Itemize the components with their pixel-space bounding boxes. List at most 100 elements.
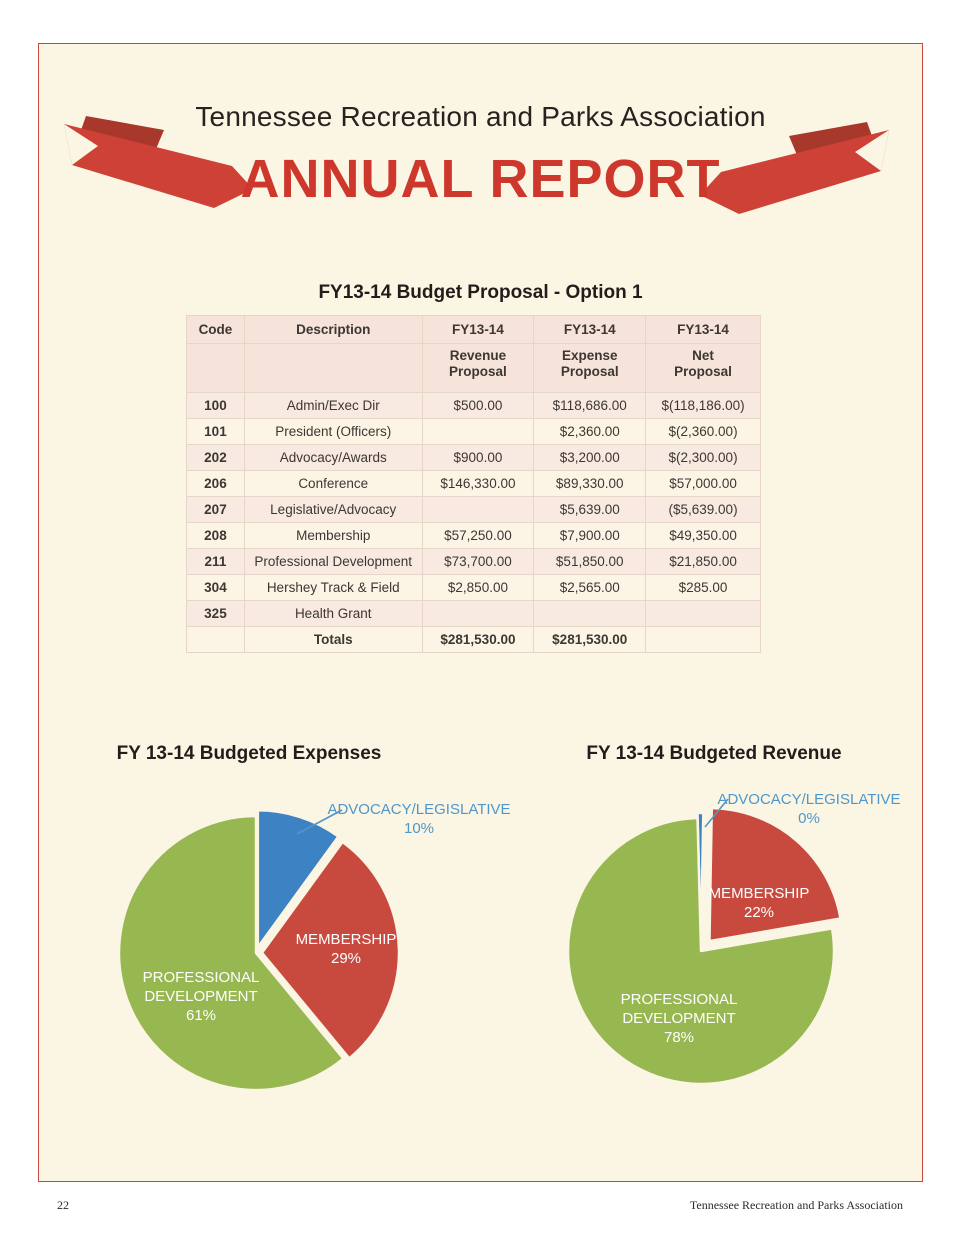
table-cell: 304: [186, 574, 245, 601]
table-cell: Health Grant: [243, 600, 423, 627]
table-cell: [186, 626, 245, 653]
table-cell: [421, 418, 535, 445]
table-cell: $2,850.00: [421, 574, 535, 601]
table-cell: $2,565.00: [533, 574, 647, 601]
report-title: ANNUAL REPORT: [240, 149, 721, 209]
table-row: 325 Health Grant: [186, 600, 761, 627]
table-row: 101 President (Officers) $2,360.00 $(2,360.…: [186, 418, 761, 445]
expenses-profdev-label: PROFESSIONAL DEVELOPMENT 61%: [131, 968, 271, 1025]
table-cell: 207: [186, 496, 245, 523]
table-cell: $146,330.00: [421, 470, 535, 497]
table-row: 100 Admin/Exec Dir $500.00 $118,686.00 $(118…: [186, 392, 761, 419]
table-cell: Totals: [243, 626, 423, 653]
revenue-membership-label: MEMBERSHIP 22%: [689, 884, 829, 922]
table-header-cell: Revenue Proposal: [421, 343, 535, 393]
budget-table-head: Code Description FY13-14 FY13-14 FY13-14 Reve…: [186, 315, 761, 393]
table-cell: $57,000.00: [645, 470, 761, 497]
table-header-cell: FY13-14: [533, 315, 647, 344]
expenses-membership-label: MEMBERSHIP 29%: [276, 930, 416, 968]
table-cell: President (Officers): [243, 418, 423, 445]
table-row: 202 Advocacy/Awards $900.00 $3,200.00 $(2,30…: [186, 444, 761, 471]
table-cell: Hershey Track & Field: [243, 574, 423, 601]
table-cell: $281,530.00: [421, 626, 535, 653]
table-cell: $7,900.00: [533, 522, 647, 549]
expenses-callout-leader-line: [296, 809, 343, 835]
budget-table-title: FY13-14 Budget Proposal - Option 1: [318, 282, 643, 303]
slice-percent: 29%: [330, 950, 362, 967]
ribbon-banner-left-icon: [64, 116, 253, 208]
table-cell: 325: [186, 600, 245, 627]
table-cell: $21,850.00: [645, 548, 761, 575]
table-cell: Conference: [243, 470, 423, 497]
table-header-cell: Expense Proposal: [533, 343, 647, 393]
page-number: 22: [57, 1198, 69, 1212]
table-row: 207 Legislative/Advocacy $5,639.00 ($5,639.…: [186, 496, 761, 523]
table-header-cell: [243, 343, 423, 393]
table-header-cell: Description: [243, 315, 423, 344]
table-cell: 211: [186, 548, 245, 575]
slice-percent: 22%: [743, 904, 775, 921]
revenue-profdev-label: PROFESSIONAL DEVELOPMENT 78%: [609, 990, 749, 1047]
pie-slice-membership: [708, 806, 842, 943]
table-cell: Advocacy/Awards: [243, 444, 423, 471]
slice-label: PROFESSIONAL DEVELOPMENT: [142, 969, 260, 1005]
table-cell: $118,686.00: [533, 392, 647, 419]
table-header-row: Code Description FY13-14 FY13-14 FY13-14: [186, 315, 761, 344]
slice-percent: 78%: [663, 1029, 695, 1046]
slice-percent: 61%: [185, 1007, 217, 1024]
pie-slice-professional-development: [566, 816, 836, 1086]
table-cell: $500.00: [421, 392, 535, 419]
table-cell: $285.00: [645, 574, 761, 601]
table-cell: $900.00: [421, 444, 535, 471]
table-cell: ($5,639.00): [645, 496, 761, 523]
callout-label: ADVOCACY/LEGISLATIVE: [717, 791, 901, 808]
table-cell: $(2,360.00): [645, 418, 761, 445]
budget-proposal-table: Code Description FY13-14 FY13-14 FY13-14 Reve…: [186, 315, 761, 653]
revenue-advocacy-callout: ADVOCACY/LEGISLATIVE 0%: [709, 790, 909, 828]
footer-association-name: Tennessee Recreation and Parks Associati…: [689, 1198, 903, 1212]
table-cell: Legislative/Advocacy: [243, 496, 423, 523]
callout-label: ADVOCACY/LEGISLATIVE: [327, 801, 511, 818]
table-cell: Professional Development: [243, 548, 423, 575]
table-cell: [645, 626, 761, 653]
table-cell: $5,639.00: [533, 496, 647, 523]
expenses-pie-chart: [117, 809, 401, 1092]
table-row: 211 Professional Development $73,700.00 $51…: [186, 548, 761, 575]
table-cell: $89,330.00: [533, 470, 647, 497]
table-cell: $(2,300.00): [645, 444, 761, 471]
table-cell: $(118,186.00): [645, 392, 761, 419]
table-header-cell: [186, 343, 245, 393]
revenue-pie-chart: [566, 806, 842, 1086]
table-cell: $49,350.00: [645, 522, 761, 549]
table-cell: $73,700.00: [421, 548, 535, 575]
pie-slice-professional-development: [117, 814, 345, 1092]
table-cell: [645, 600, 761, 627]
slice-label: MEMBERSHIP: [295, 931, 397, 948]
table-cell: $3,200.00: [533, 444, 647, 471]
revenue-chart-title: FY 13-14 Budgeted Revenue: [586, 743, 842, 764]
table-cell: [421, 600, 535, 627]
table-cell: 208: [186, 522, 245, 549]
table-cell: [533, 600, 647, 627]
table-header-cell: FY13-14: [421, 315, 535, 344]
table-header-row: Revenue Proposal Expense Proposal Net Prop…: [186, 343, 761, 393]
table-cell: $57,250.00: [421, 522, 535, 549]
expenses-chart-title: FY 13-14 Budgeted Expenses: [116, 743, 382, 764]
ribbon-banner-right-icon: [700, 122, 889, 214]
pie-slice-advocacy-legislative: [256, 809, 340, 949]
table-cell: $51,850.00: [533, 548, 647, 575]
table-row: Totals $281,530.00 $281,530.00: [186, 626, 761, 653]
table-cell: $2,360.00: [533, 418, 647, 445]
table-header-cell: Code: [186, 315, 245, 344]
expenses-advocacy-callout: ADVOCACY/LEGISLATIVE 10%: [319, 800, 519, 838]
table-cell: 206: [186, 470, 245, 497]
table-cell: $281,530.00: [533, 626, 647, 653]
table-cell: Admin/Exec Dir: [243, 392, 423, 419]
table-cell: [421, 496, 535, 523]
revenue-callout-leader-line: [704, 798, 729, 828]
table-row: 304 Hershey Track & Field $2,850.00 $2,565.…: [186, 574, 761, 601]
table-cell: 101: [186, 418, 245, 445]
association-title: Tennessee Recreation and Parks Associati…: [195, 101, 766, 132]
table-cell: 100: [186, 392, 245, 419]
table-row: 208 Membership $57,250.00 $7,900.00 $49,350.…: [186, 522, 761, 549]
